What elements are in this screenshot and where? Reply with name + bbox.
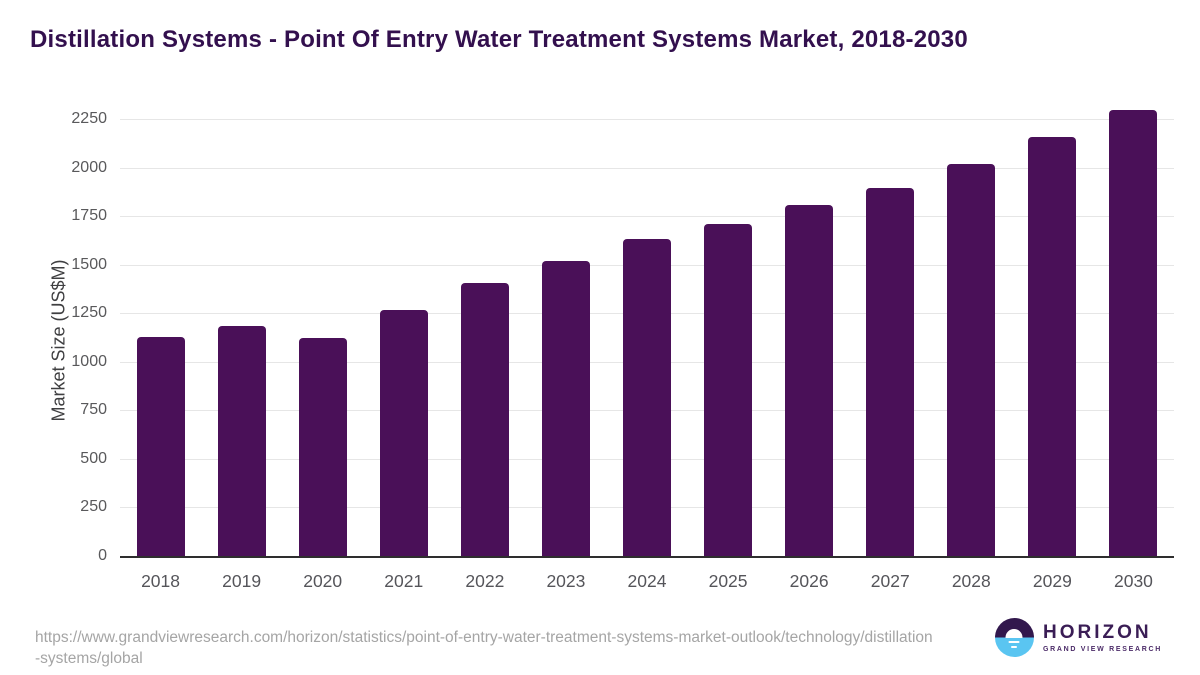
x-tick-label: 2026 — [789, 571, 829, 591]
y-tick-label: 750 — [80, 401, 107, 419]
x-tick-label: 2020 — [303, 571, 343, 591]
bar-2027 — [866, 187, 915, 556]
y-tick-label: 1000 — [71, 352, 107, 370]
bar-2030 — [1109, 110, 1158, 556]
y-tick-label: 2250 — [71, 110, 107, 127]
y-tick-label: 1250 — [71, 304, 107, 322]
x-tick-label: 2024 — [627, 571, 667, 591]
source-url: https://www.grandviewresearch.com/horizo… — [35, 629, 933, 667]
bar-2018 — [136, 336, 185, 556]
x-tick-label: 2030 — [1113, 571, 1153, 591]
x-tick-label: 2029 — [1032, 571, 1072, 591]
x-tick-label: 2027 — [870, 571, 910, 591]
bar-2029 — [1028, 137, 1077, 556]
brand-name: HORIZON — [1042, 622, 1152, 643]
x-tick-label: 2019 — [222, 571, 262, 591]
bar-2019 — [217, 325, 266, 556]
horizon-logo: HORIZON GRAND VIEW RESEARCH — [994, 618, 1162, 657]
gridline — [120, 167, 1174, 169]
bar-2025 — [704, 223, 753, 556]
x-tick-label: 2025 — [708, 571, 748, 591]
bar-2024 — [623, 239, 671, 556]
x-tick-label: 2028 — [951, 571, 991, 591]
x-tick-label: 2023 — [546, 571, 586, 591]
bar-2028 — [947, 163, 996, 556]
sun-reflection-icon — [1011, 645, 1018, 648]
bar-2022 — [460, 283, 509, 556]
logo-text: HORIZON GRAND VIEW RESEARCH — [1043, 622, 1162, 653]
brand-tagline: GRAND VIEW RESEARCH — [1042, 646, 1162, 653]
y-tick-label: 2000 — [71, 158, 107, 176]
bar-2020 — [298, 337, 347, 556]
sun-reflection-icon — [1008, 640, 1020, 644]
x-tick-label: 2021 — [384, 571, 424, 591]
y-tick-label: 0 — [98, 547, 107, 564]
horizon-sun-circle-icon — [994, 618, 1034, 657]
bar-2026 — [785, 205, 834, 556]
bar-2021 — [379, 310, 428, 556]
x-tick-label: 2022 — [465, 571, 505, 591]
y-tick-label: 500 — [80, 449, 107, 467]
x-tick-label: 2018 — [141, 571, 181, 591]
gridline — [120, 216, 1174, 218]
x-axis-line — [120, 556, 1174, 558]
bar-2023 — [541, 260, 590, 556]
chart-plot-area: 0 250 500 750 1000 1250 1500 1750 2000 2250 2018 20… — [71, 100, 1174, 591]
y-tick-label: 1750 — [71, 207, 107, 225]
page-title: Distillation Systems - Point Of Entry Wa… — [30, 26, 968, 53]
y-tick-label: 250 — [80, 498, 107, 516]
gridline — [120, 119, 1174, 120]
sun-icon — [1005, 629, 1023, 638]
y-tick-label: 1500 — [71, 255, 107, 273]
